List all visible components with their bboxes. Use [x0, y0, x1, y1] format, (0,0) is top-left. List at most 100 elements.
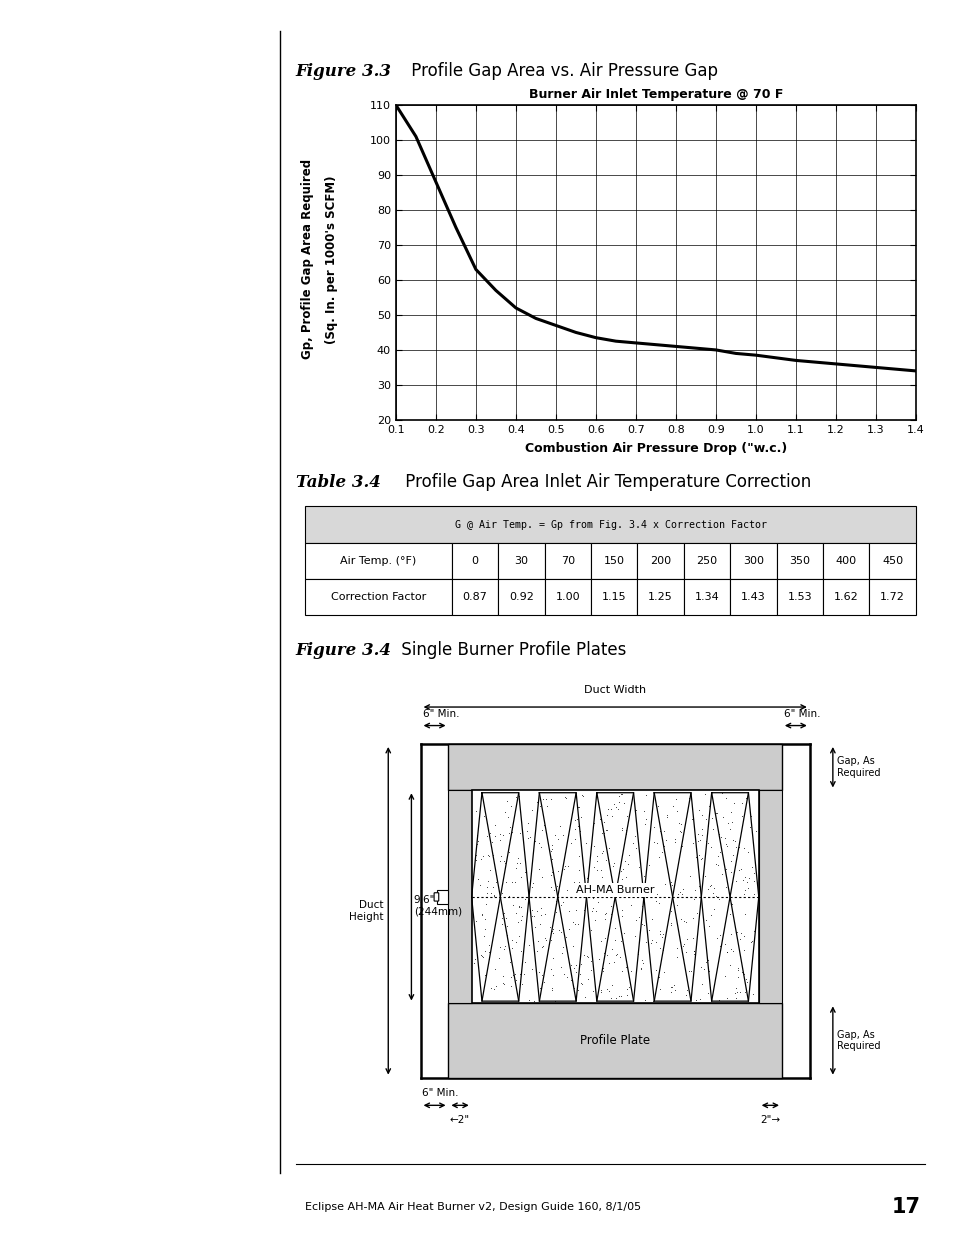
- Point: [675, 911, 690, 931]
- Point: [733, 860, 748, 879]
- Point: [497, 908, 513, 927]
- Point: [669, 895, 684, 915]
- Point: [580, 969, 596, 989]
- Point: [633, 960, 648, 979]
- Point: [710, 889, 725, 909]
- Point: [731, 837, 746, 857]
- Point: [713, 783, 728, 803]
- Point: [663, 977, 679, 997]
- Point: [614, 868, 629, 888]
- Point: [578, 946, 594, 966]
- Point: [608, 945, 623, 965]
- Point: [597, 909, 612, 929]
- Point: [510, 913, 525, 932]
- Text: 400: 400: [835, 556, 856, 566]
- Point: [603, 904, 618, 924]
- Text: Table 3.4: Table 3.4: [295, 474, 380, 490]
- Point: [468, 845, 483, 864]
- Point: [723, 894, 739, 914]
- Point: [606, 853, 621, 873]
- Point: [718, 788, 733, 808]
- Point: [577, 987, 592, 1007]
- Point: [721, 904, 737, 924]
- Point: [617, 923, 632, 942]
- Point: [701, 876, 717, 895]
- Point: [596, 841, 611, 861]
- Point: [636, 867, 651, 887]
- Point: [570, 797, 585, 816]
- Point: [603, 895, 618, 915]
- Point: [634, 950, 649, 969]
- Point: [589, 846, 604, 866]
- Point: [526, 906, 541, 926]
- Point: [684, 908, 700, 927]
- Point: [544, 921, 559, 941]
- Point: [682, 962, 698, 982]
- Point: [544, 979, 559, 999]
- Point: [474, 905, 489, 925]
- Text: 1.62: 1.62: [833, 592, 858, 603]
- Point: [536, 815, 551, 835]
- Point: [475, 946, 490, 966]
- Point: [520, 989, 536, 1009]
- Point: [603, 974, 618, 994]
- Point: [592, 860, 607, 879]
- Point: [683, 809, 699, 829]
- Point: [733, 952, 748, 972]
- Point: [487, 826, 502, 846]
- Point: [517, 889, 532, 909]
- Point: [713, 863, 728, 883]
- Point: [659, 806, 674, 826]
- Point: [529, 902, 544, 921]
- Point: [509, 853, 524, 873]
- Point: [710, 856, 725, 876]
- Bar: [776, 543, 822, 579]
- Point: [637, 915, 652, 935]
- Text: Duct Width: Duct Width: [583, 685, 645, 695]
- Point: [545, 924, 560, 944]
- Point: [611, 947, 626, 967]
- Point: [524, 873, 539, 893]
- Text: Profile Plate: Profile Plate: [579, 1034, 650, 1047]
- Point: [507, 903, 522, 923]
- Point: [496, 851, 511, 871]
- Point: [649, 797, 664, 816]
- Point: [600, 953, 616, 973]
- Point: [479, 826, 495, 846]
- Point: [621, 845, 637, 864]
- Point: [500, 806, 516, 826]
- Point: [635, 885, 650, 905]
- Bar: [452, 579, 497, 615]
- Point: [529, 792, 544, 811]
- Point: [468, 937, 483, 957]
- Point: [582, 874, 598, 894]
- Point: [739, 972, 754, 992]
- Text: 250: 250: [696, 556, 717, 566]
- Point: [663, 977, 679, 997]
- Point: [702, 836, 718, 856]
- Point: [502, 952, 517, 972]
- Point: [614, 961, 629, 981]
- Point: [680, 962, 696, 982]
- Point: [724, 811, 740, 831]
- Point: [713, 827, 728, 847]
- Point: [586, 877, 601, 897]
- Point: [586, 910, 601, 930]
- Point: [481, 846, 497, 866]
- Point: [600, 799, 616, 819]
- Point: [623, 895, 639, 915]
- Point: [739, 872, 754, 892]
- Point: [563, 887, 578, 906]
- Point: [613, 820, 628, 840]
- Point: [476, 926, 491, 946]
- Text: 1.43: 1.43: [740, 592, 765, 603]
- Point: [730, 960, 745, 979]
- Point: [497, 872, 513, 892]
- Point: [513, 910, 528, 930]
- Bar: [637, 543, 683, 579]
- Point: [745, 921, 760, 941]
- Bar: [544, 579, 591, 615]
- Point: [505, 965, 520, 984]
- Point: [675, 936, 690, 956]
- Point: [504, 823, 519, 842]
